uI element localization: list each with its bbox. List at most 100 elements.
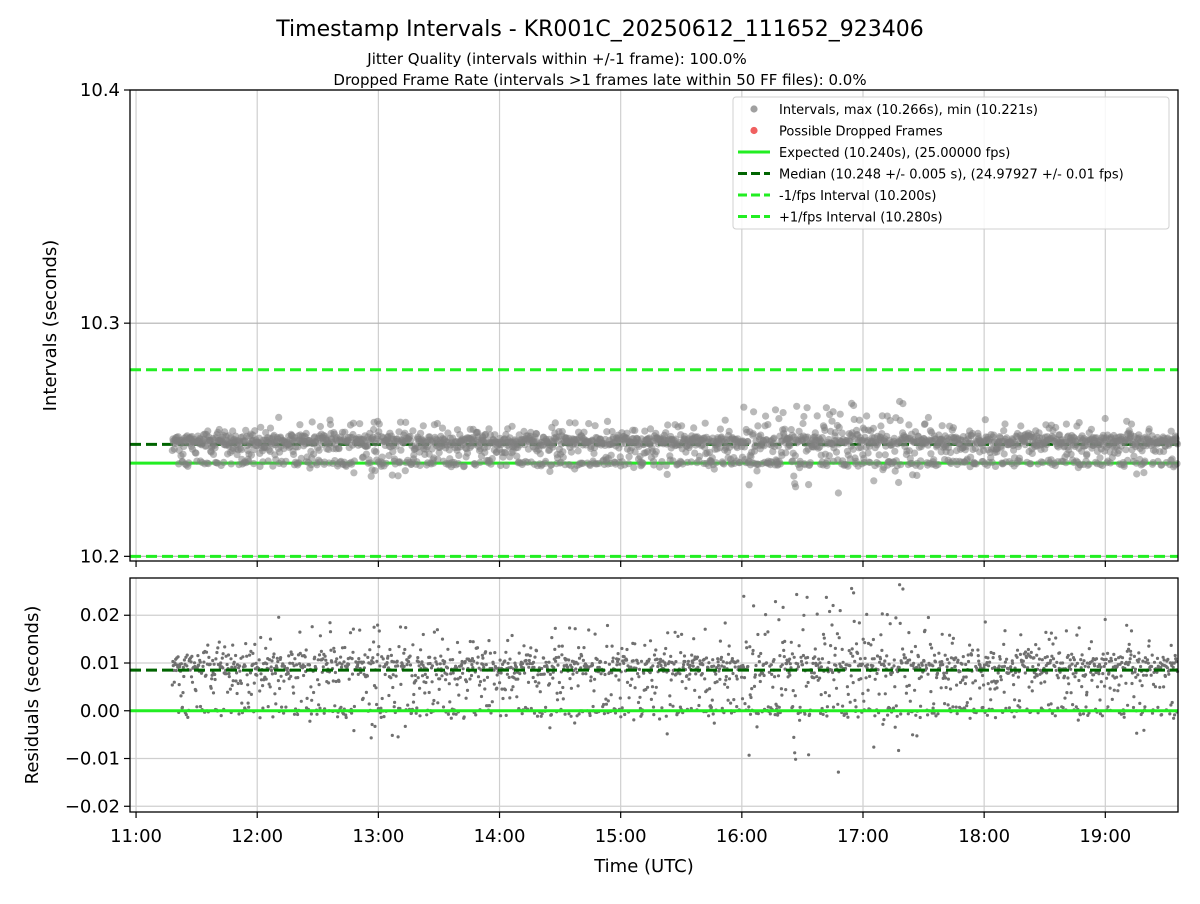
interval-point	[488, 455, 496, 463]
residual-point	[501, 696, 505, 701]
residual-point	[697, 703, 701, 708]
interval-point	[508, 422, 516, 430]
residual-point	[421, 632, 425, 637]
residual-point	[413, 673, 417, 678]
interval-point	[712, 459, 720, 467]
residual-point	[1026, 647, 1030, 652]
x-tick-label: 12:00	[231, 826, 283, 847]
residual-point	[344, 713, 348, 717]
interval-point	[326, 420, 335, 429]
residual-point	[718, 667, 722, 671]
residual-point	[821, 712, 825, 717]
residual-point	[492, 668, 496, 672]
residual-point	[887, 662, 891, 666]
interval-point	[857, 443, 865, 451]
interval-point	[349, 419, 357, 427]
residual-point	[839, 665, 843, 669]
residual-point	[632, 718, 636, 722]
residual-point	[823, 691, 828, 695]
residual-point	[240, 701, 244, 705]
residual-point	[615, 663, 619, 667]
residual-point	[1010, 659, 1014, 663]
residual-point	[977, 659, 981, 663]
residual-point	[903, 675, 907, 679]
residual-point	[652, 713, 656, 717]
residual-point	[252, 681, 256, 685]
residual-point	[620, 706, 624, 710]
residual-point	[860, 662, 865, 666]
residual-point	[605, 623, 610, 628]
residual-point	[757, 660, 762, 664]
interval-point	[608, 427, 616, 436]
residual-point	[198, 660, 202, 664]
residual-point	[610, 671, 614, 675]
residual-point	[679, 651, 683, 655]
residual-point	[604, 697, 608, 701]
residual-point	[451, 658, 455, 662]
interval-point	[388, 471, 396, 479]
residual-point	[439, 654, 443, 658]
residual-point	[259, 635, 263, 640]
residual-point	[248, 653, 252, 657]
residual-point	[614, 674, 618, 678]
residual-point	[827, 660, 831, 665]
residual-point	[1133, 670, 1137, 674]
residual-point	[929, 690, 933, 694]
residual-point	[989, 698, 993, 702]
residual-point	[584, 672, 588, 676]
residual-point	[282, 711, 286, 715]
residual-point	[230, 683, 234, 688]
interval-point	[266, 424, 275, 432]
residual-point	[768, 712, 772, 716]
interval-point	[934, 460, 942, 469]
residual-point	[387, 693, 391, 698]
interval-point	[434, 455, 442, 463]
bottom-y-tick-label: −0.01	[65, 749, 120, 770]
residual-point	[776, 674, 781, 678]
residual-point	[627, 696, 631, 700]
residual-point	[727, 644, 731, 648]
residual-point	[245, 654, 249, 658]
residual-point	[847, 649, 851, 653]
residual-point	[658, 660, 662, 664]
residual-point	[864, 676, 868, 680]
residual-point	[1075, 633, 1079, 637]
residual-point	[956, 658, 960, 662]
residual-point	[321, 665, 325, 669]
residual-point	[819, 711, 823, 716]
residual-point	[866, 663, 870, 667]
residual-point	[485, 675, 490, 680]
interval-point	[881, 451, 889, 459]
residual-point	[1047, 637, 1051, 642]
residual-point	[985, 661, 989, 665]
residual-point	[771, 685, 775, 689]
residual-point	[829, 644, 833, 648]
residual-point	[637, 675, 641, 679]
interval-point	[416, 461, 424, 470]
residual-point	[998, 655, 1002, 659]
residual-point	[208, 662, 212, 666]
residual-point	[239, 681, 243, 686]
residual-point	[268, 658, 272, 662]
residual-point	[1134, 675, 1138, 679]
residual-point	[932, 653, 937, 657]
residual-point	[555, 691, 559, 695]
residual-point	[1029, 650, 1033, 655]
residual-point	[817, 657, 821, 661]
residual-point	[277, 615, 281, 619]
residual-point	[671, 672, 675, 676]
residual-point	[982, 683, 986, 687]
residual-point	[332, 646, 336, 650]
residual-point	[339, 665, 344, 669]
legend-entry-label: +1/fps Interval (10.280s)	[779, 211, 943, 226]
residual-point	[291, 661, 295, 666]
residual-point	[725, 661, 729, 665]
residual-point	[1004, 706, 1008, 711]
residual-point	[1076, 718, 1080, 722]
residual-point	[700, 672, 704, 676]
interval-point	[250, 460, 258, 468]
residual-point	[1050, 711, 1054, 716]
residual-point	[777, 618, 781, 622]
interval-point	[227, 460, 235, 468]
residual-point	[484, 650, 488, 654]
